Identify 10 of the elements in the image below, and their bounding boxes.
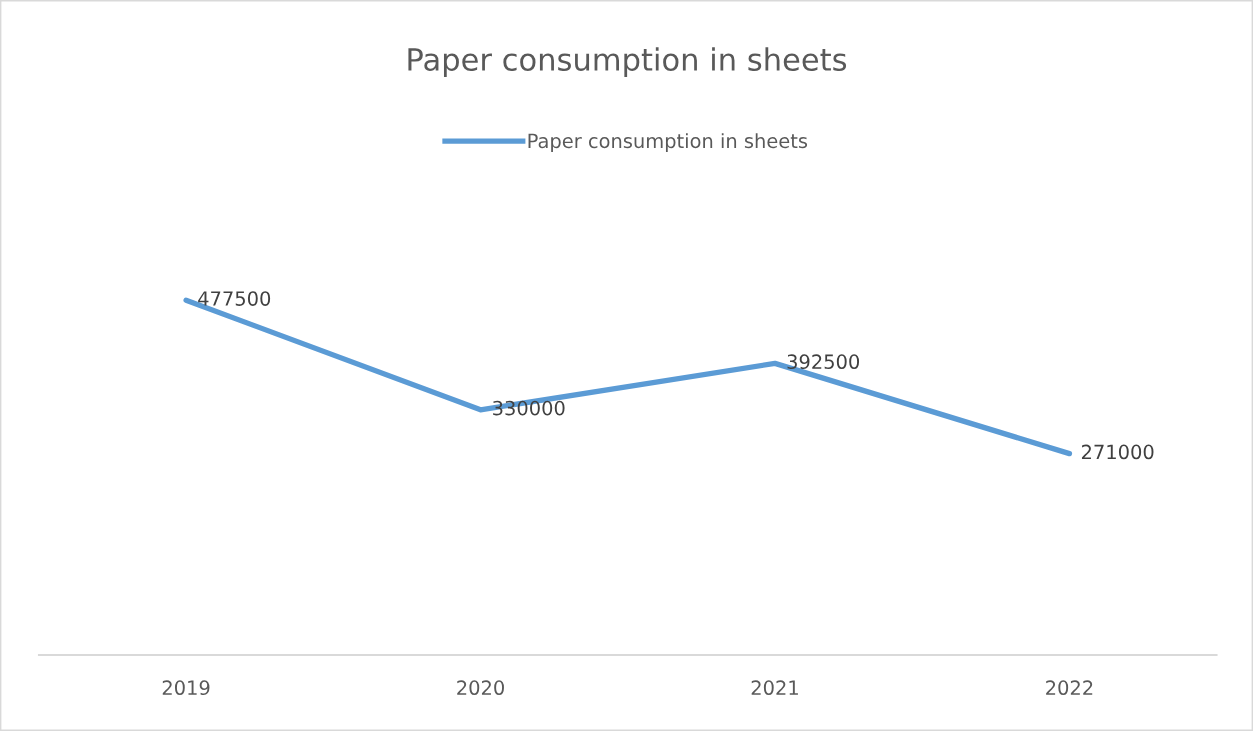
data-label: 392500 — [787, 354, 860, 370]
chart-title: Paper consumption in sheets — [408, 47, 847, 77]
x-tick-label: 2021 — [751, 680, 798, 696]
data-label: 330000 — [493, 400, 565, 416]
legend-label: Paper consumption in sheets — [528, 133, 808, 152]
x-tick-label: 2020 — [457, 680, 504, 696]
x-tick-label: 2019 — [162, 680, 210, 696]
x-tick-label: 2022 — [1046, 680, 1093, 696]
data-label: 271000 — [1081, 444, 1154, 460]
data-label: 477500 — [198, 291, 271, 306]
